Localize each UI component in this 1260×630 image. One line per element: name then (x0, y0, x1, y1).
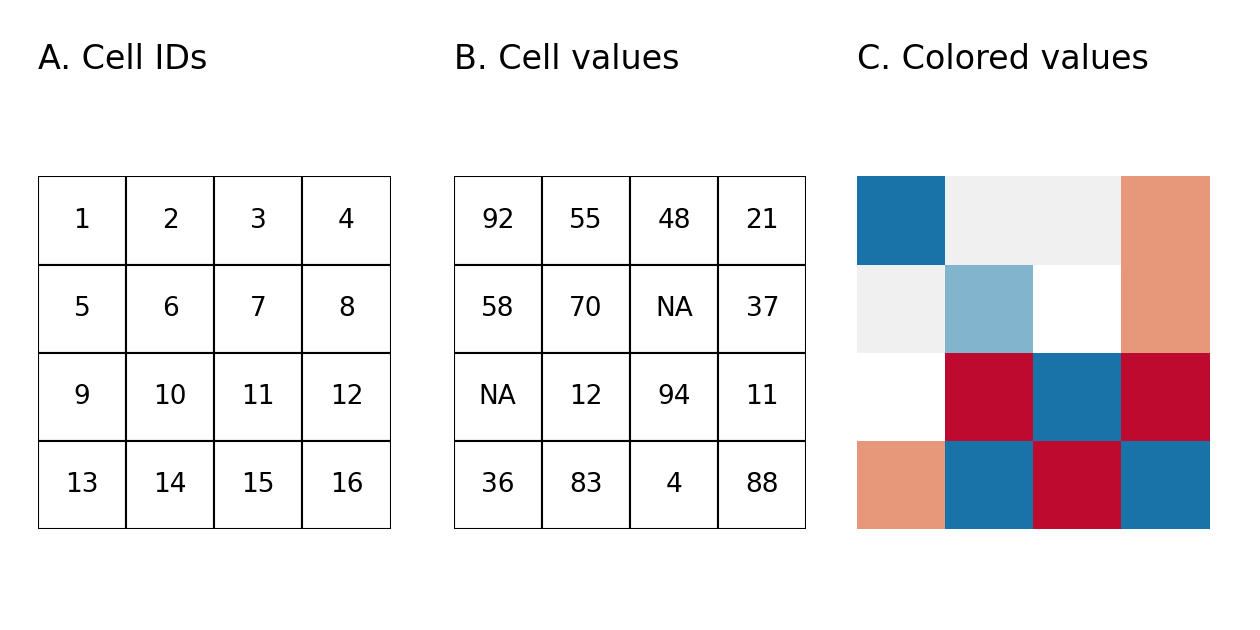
Bar (945, 176, 1033, 265)
Text: 37: 37 (746, 295, 779, 322)
Bar (214, 441, 302, 529)
Text: 14: 14 (154, 472, 186, 498)
Bar (126, 441, 214, 529)
Bar (1033, 441, 1121, 529)
Bar (718, 265, 806, 353)
Text: 11: 11 (746, 384, 779, 410)
Bar (302, 353, 391, 441)
Text: 10: 10 (154, 384, 186, 410)
Bar (630, 441, 718, 529)
Text: 15: 15 (242, 472, 275, 498)
Text: 1: 1 (73, 207, 91, 234)
Text: C. Colored values: C. Colored values (857, 43, 1149, 76)
Bar (38, 353, 126, 441)
Text: 12: 12 (330, 384, 363, 410)
Text: 21: 21 (746, 207, 779, 234)
Text: NA: NA (479, 384, 517, 410)
Text: 55: 55 (570, 207, 602, 234)
Bar (302, 265, 391, 353)
Text: 36: 36 (481, 472, 514, 498)
Text: 11: 11 (242, 384, 275, 410)
Bar (454, 441, 542, 529)
Bar (126, 265, 214, 353)
Bar (718, 441, 806, 529)
Text: 6: 6 (161, 295, 179, 322)
Text: 70: 70 (570, 295, 602, 322)
Bar (38, 441, 126, 529)
Bar (945, 353, 1033, 441)
Bar (857, 353, 945, 441)
Bar (214, 176, 302, 265)
Text: 16: 16 (330, 472, 363, 498)
Bar (1033, 265, 1121, 353)
Bar (630, 176, 718, 265)
Bar (1121, 265, 1210, 353)
Bar (302, 441, 391, 529)
Bar (945, 265, 1033, 353)
Bar (542, 265, 630, 353)
Text: 2: 2 (161, 207, 179, 234)
Bar (454, 353, 542, 441)
Bar (1033, 176, 1121, 265)
Bar (38, 265, 126, 353)
Text: 58: 58 (481, 295, 514, 322)
Bar (542, 176, 630, 265)
Bar (718, 353, 806, 441)
Text: 4: 4 (338, 207, 355, 234)
Bar (630, 265, 718, 353)
Bar (126, 353, 214, 441)
Text: 3: 3 (249, 207, 267, 234)
Bar (126, 176, 214, 265)
Text: 8: 8 (338, 295, 355, 322)
Bar (1033, 353, 1121, 441)
Bar (718, 176, 806, 265)
Text: 48: 48 (658, 207, 690, 234)
Bar (1121, 176, 1210, 265)
Text: 88: 88 (746, 472, 779, 498)
Bar (857, 441, 945, 529)
Text: A. Cell IDs: A. Cell IDs (38, 43, 207, 76)
Bar (1121, 353, 1210, 441)
Text: 7: 7 (249, 295, 267, 322)
Bar (454, 176, 542, 265)
Bar (214, 265, 302, 353)
Bar (38, 176, 126, 265)
Bar (302, 176, 391, 265)
Bar (214, 353, 302, 441)
Text: 92: 92 (481, 207, 514, 234)
Bar (857, 265, 945, 353)
Bar (630, 353, 718, 441)
Bar (542, 441, 630, 529)
Text: B. Cell values: B. Cell values (454, 43, 679, 76)
Text: 12: 12 (570, 384, 602, 410)
Bar (542, 353, 630, 441)
Bar (1121, 441, 1210, 529)
Text: 83: 83 (570, 472, 602, 498)
Bar (945, 441, 1033, 529)
Text: 4: 4 (665, 472, 683, 498)
Text: 9: 9 (73, 384, 91, 410)
Text: NA: NA (655, 295, 693, 322)
Bar (454, 265, 542, 353)
Text: 94: 94 (658, 384, 690, 410)
Text: 5: 5 (73, 295, 91, 322)
Bar (857, 176, 945, 265)
Text: 13: 13 (66, 472, 98, 498)
